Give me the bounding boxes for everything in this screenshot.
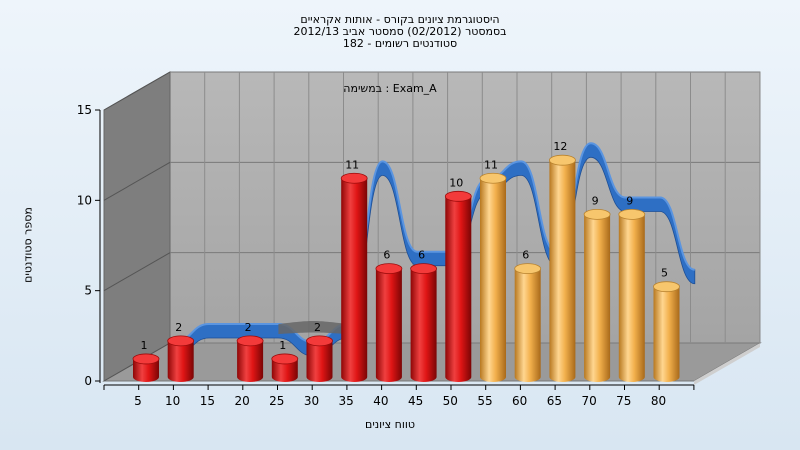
x-axis-label: טווח ציונים bbox=[365, 418, 415, 431]
bar-10: 2 bbox=[167, 321, 195, 382]
ribbon-overlap bbox=[278, 320, 348, 334]
bar-50: 10 bbox=[444, 176, 472, 382]
bar-cap bbox=[375, 263, 403, 275]
bar-body bbox=[237, 340, 264, 382]
bar-body bbox=[167, 340, 194, 382]
bar-body bbox=[549, 160, 576, 382]
bar-body bbox=[375, 268, 402, 382]
y-tick-label: 15 bbox=[77, 103, 92, 117]
bar-cap bbox=[167, 335, 195, 347]
x-tick-label: 45 bbox=[408, 394, 423, 408]
x-tick-label: 55 bbox=[477, 394, 492, 408]
gridline-side bbox=[103, 161, 171, 201]
data-label: 6 bbox=[522, 249, 529, 262]
bar-70: 9 bbox=[583, 194, 611, 382]
bar-cap bbox=[271, 353, 299, 365]
x-tick-label: 75 bbox=[616, 394, 631, 408]
x-tick-label: 5 bbox=[134, 394, 142, 408]
x-tick-label: 20 bbox=[234, 394, 249, 408]
bar-55: 11 bbox=[479, 158, 507, 382]
data-label: 2 bbox=[245, 321, 252, 334]
bar-65: 12 bbox=[549, 140, 576, 382]
data-label: 1 bbox=[141, 339, 148, 352]
bar-body bbox=[306, 340, 333, 382]
bar-cap bbox=[479, 172, 507, 184]
bar-30: 2 bbox=[306, 321, 333, 382]
chart-grid bbox=[103, 71, 761, 382]
bar-25: 1 bbox=[271, 339, 299, 382]
bar-20: 2 bbox=[236, 321, 264, 382]
y-tick-label: 10 bbox=[77, 193, 92, 207]
bar-body bbox=[618, 214, 645, 382]
chart-title-line-2: בסמסטר (02/2012) סמסטר אביב 2012/13 bbox=[293, 25, 507, 38]
bar-cap bbox=[132, 353, 160, 365]
bar-cap bbox=[514, 263, 542, 275]
bar-body bbox=[410, 268, 437, 382]
gridline-side bbox=[103, 252, 171, 292]
y-tick-label: 5 bbox=[84, 284, 92, 298]
bar-body bbox=[341, 178, 368, 382]
bar-body bbox=[445, 196, 472, 382]
data-label: 9 bbox=[592, 194, 599, 207]
x-tick-label: 35 bbox=[339, 394, 354, 408]
data-label: 5 bbox=[661, 267, 668, 280]
x-tick-label: 40 bbox=[373, 394, 388, 408]
chart-title-line-1: היסטוגרמת ציונים בקורס - אותות אקראיים bbox=[300, 13, 500, 26]
x-tick-label: 50 bbox=[443, 394, 458, 408]
bar-45: 6 bbox=[410, 249, 438, 382]
chart-title-line-3: סטודנטים רשומים - 182 bbox=[342, 37, 458, 50]
inner-label: במשימה : Exam_A bbox=[343, 82, 437, 95]
bar-cap bbox=[444, 190, 472, 202]
x-tick-label: 70 bbox=[581, 394, 596, 408]
x-tick-label: 15 bbox=[200, 394, 215, 408]
data-label: 9 bbox=[626, 194, 633, 207]
bar-body bbox=[514, 268, 541, 382]
bar-35: 11 bbox=[340, 158, 368, 382]
data-label: 6 bbox=[383, 249, 390, 262]
x-tick-label: 65 bbox=[547, 394, 562, 408]
bar-40: 6 bbox=[375, 249, 403, 382]
bar-body bbox=[133, 358, 159, 382]
bar-75: 9 bbox=[618, 194, 646, 382]
data-label: 11 bbox=[345, 158, 359, 171]
bar-cap bbox=[306, 335, 333, 347]
side-wall bbox=[103, 71, 171, 382]
data-label: 1 bbox=[279, 339, 286, 352]
x-tick-label: 30 bbox=[304, 394, 319, 408]
bar-cap bbox=[653, 281, 680, 293]
bar-cap bbox=[549, 154, 576, 166]
data-label: 11 bbox=[484, 158, 498, 171]
bar-60: 6 bbox=[514, 249, 542, 382]
bar-5: 1 bbox=[132, 339, 160, 382]
data-label: 6 bbox=[418, 249, 425, 262]
y-tick-label: 0 bbox=[84, 374, 92, 388]
data-label: 2 bbox=[175, 321, 182, 334]
bar-body bbox=[271, 358, 298, 382]
bar-cap bbox=[618, 208, 646, 220]
x-tick-label: 10 bbox=[165, 394, 180, 408]
bar-cap bbox=[236, 335, 264, 347]
bar-80: 5 bbox=[653, 267, 680, 382]
bar-body bbox=[584, 214, 611, 382]
bar-cap bbox=[583, 208, 611, 220]
data-label: 10 bbox=[449, 176, 463, 189]
bar-body bbox=[480, 178, 506, 382]
gridline-side bbox=[103, 71, 171, 111]
data-label: 12 bbox=[553, 140, 567, 153]
data-label: 2 bbox=[314, 321, 321, 334]
bar-body bbox=[653, 286, 680, 382]
bar-cap bbox=[410, 263, 438, 275]
x-tick-label: 25 bbox=[269, 394, 284, 408]
bar-cap bbox=[340, 172, 368, 184]
floor-edge bbox=[694, 343, 760, 385]
x-tick-label: 60 bbox=[512, 394, 527, 408]
y-axis-label: מספר סטודנטים bbox=[21, 207, 35, 283]
x-tick-label: 80 bbox=[651, 394, 666, 408]
